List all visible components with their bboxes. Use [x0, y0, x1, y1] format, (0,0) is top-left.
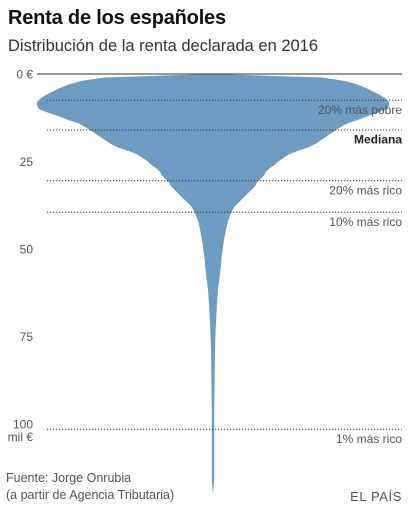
y-tick-label: 0 € — [16, 68, 33, 82]
annotation-label: Mediana — [354, 133, 402, 147]
y-tick-label: 25 — [20, 155, 34, 169]
annotation-label: 1% más rico — [336, 432, 402, 446]
source-line-2: (a partir de Agencia Tributaria) — [6, 488, 175, 502]
y-tick-label: 75 — [20, 330, 34, 344]
annotation-label: 10% más rico — [329, 215, 402, 229]
y-tick-label: 100 — [13, 418, 33, 432]
chart-subtitle: Distribución de la renta declarada en 20… — [8, 37, 319, 55]
annotation-label: 20% más pobre — [318, 103, 402, 117]
chart-title: Renta de los españoles — [8, 7, 226, 29]
source-note: Fuente: Jorge Onrubia (a partir de Agenc… — [6, 470, 174, 504]
brand-logo: EL PAÍS — [350, 489, 402, 504]
y-unit-label: mil € — [8, 430, 34, 444]
y-tick-label: 50 — [20, 243, 34, 257]
source-line-1: Fuente: Jorge Onrubia — [6, 471, 132, 485]
violin-area — [37, 74, 389, 494]
annotation-label: 20% más rico — [329, 183, 402, 197]
